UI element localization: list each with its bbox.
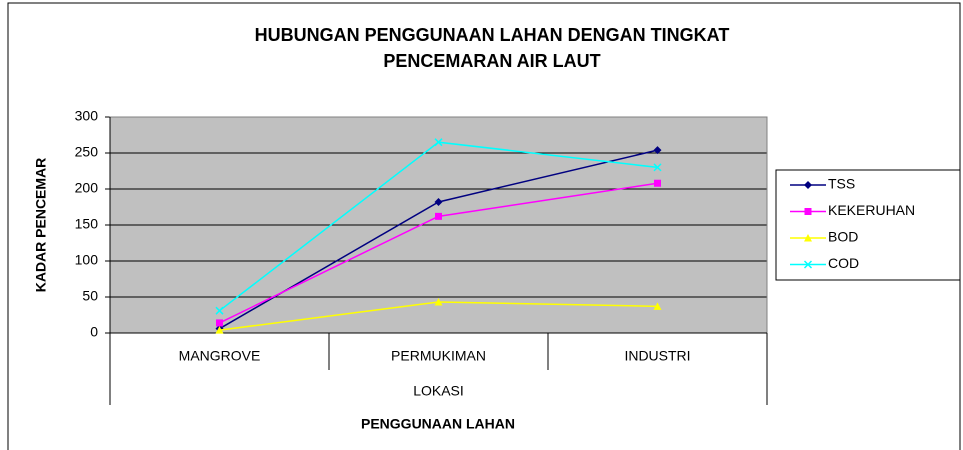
- marker: [653, 302, 662, 310]
- legend-label: TSS: [828, 176, 855, 192]
- marker: [803, 260, 813, 269]
- x-tick-label: PERMUKIMAN: [391, 348, 486, 364]
- legend-label: KEKERUHAN: [828, 202, 915, 218]
- marker: [434, 197, 443, 206]
- legend-label: BOD: [828, 229, 858, 245]
- y-tick-label: 0: [90, 324, 98, 340]
- marker: [804, 234, 812, 242]
- legend-label: COD: [828, 255, 859, 271]
- x-tick-label: MANGROVE: [179, 348, 261, 364]
- marker: [653, 163, 662, 172]
- y-tick-label: 200: [75, 180, 99, 196]
- y-tick-label: 150: [75, 216, 99, 232]
- marker: [215, 326, 224, 334]
- marker: [435, 212, 442, 220]
- marker: [653, 146, 662, 155]
- marker: [434, 298, 443, 306]
- x-tick-label: INDUSTRI: [624, 348, 690, 364]
- marker: [215, 306, 224, 315]
- x-axis-label: PENGGUNAAN LAHAN: [361, 416, 515, 432]
- marker: [654, 179, 661, 187]
- legend-box: [775, 169, 961, 281]
- marker: [216, 319, 223, 327]
- marker: [804, 208, 812, 215]
- category-group-label: LOKASI: [413, 383, 464, 399]
- chart-title: PENCEMARAN AIR LAUT: [383, 51, 600, 71]
- y-tick-label: 100: [75, 252, 99, 268]
- y-axis-label: KADAR PENCEMAR: [33, 158, 49, 293]
- y-tick-label: 250: [75, 144, 99, 160]
- marker: [804, 181, 812, 189]
- y-tick-label: 300: [75, 108, 99, 124]
- y-tick-label: 50: [82, 288, 98, 304]
- marker: [434, 138, 443, 147]
- chart-title: HUBUNGAN PENGGUNAAN LAHAN DENGAN TINGKAT: [255, 25, 730, 45]
